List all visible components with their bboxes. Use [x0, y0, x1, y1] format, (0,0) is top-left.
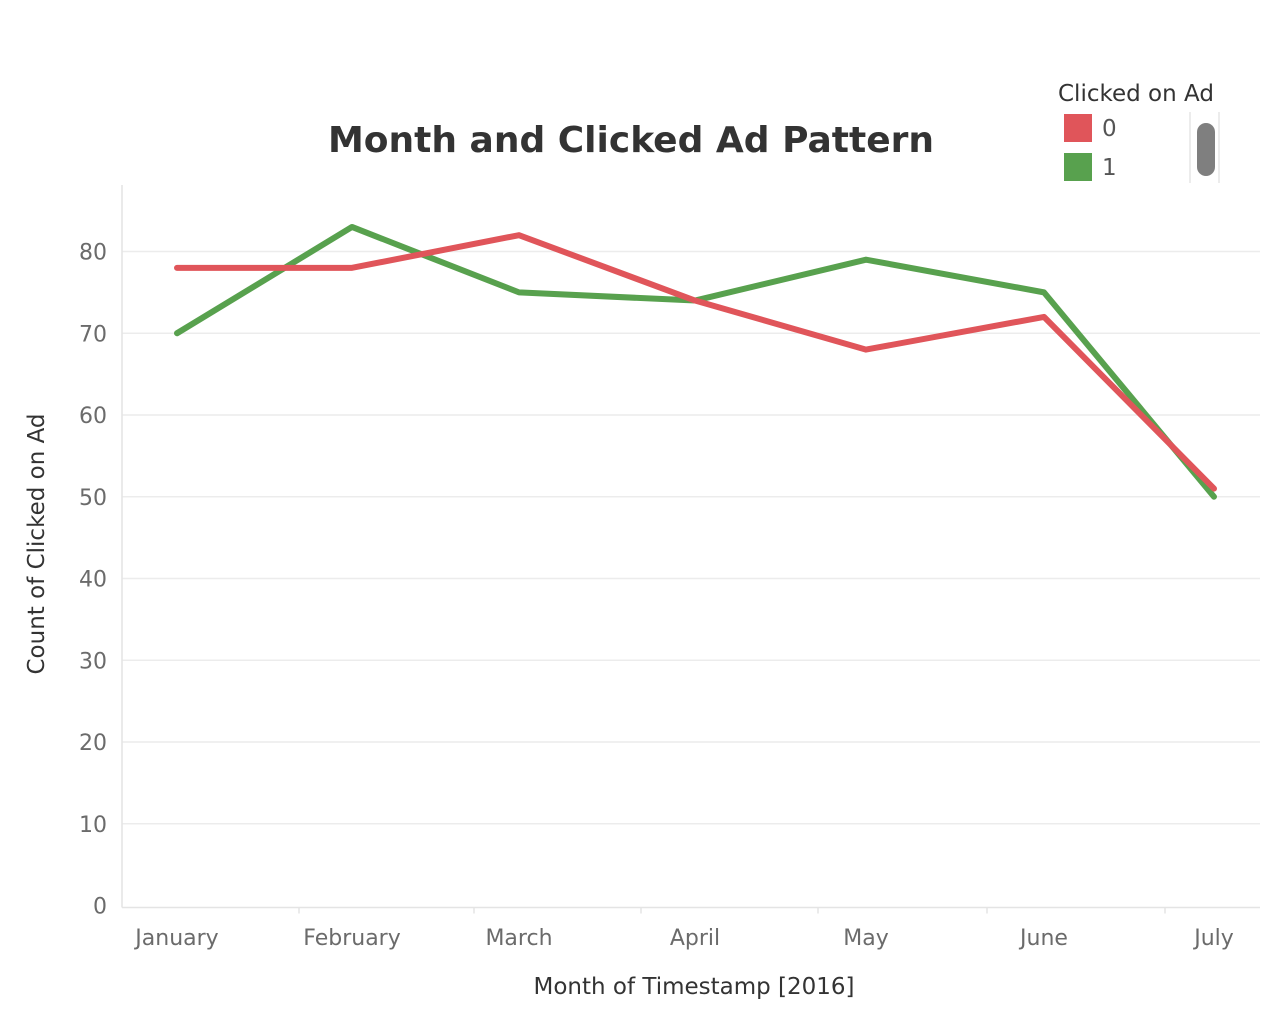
y-tick-label: 40	[79, 568, 107, 593]
y-tick-label: 50	[79, 486, 107, 511]
x-tick-label: June	[1018, 926, 1068, 951]
x-tick-label: July	[1192, 926, 1234, 951]
x-tick-label: March	[485, 926, 552, 951]
x-axis-title: Month of Timestamp [2016]	[533, 974, 854, 1000]
x-tick-label: April	[670, 926, 720, 951]
x-tick-label: May	[843, 926, 888, 951]
y-axis-title: Count of Clicked on Ad	[24, 413, 50, 674]
y-tick-label: 30	[79, 649, 107, 674]
x-tick-label: February	[303, 926, 401, 951]
y-tick-label: 60	[79, 404, 107, 429]
chart-title: Month and Clicked Ad Pattern	[328, 120, 934, 161]
y-tick-label: 70	[79, 322, 107, 347]
legend-label-0: 0	[1102, 116, 1117, 142]
y-tick-label: 20	[79, 731, 107, 756]
x-tick-label: January	[133, 926, 218, 951]
y-tick-label: 10	[79, 813, 107, 838]
legend[interactable]: Clicked on Ad 0 1	[1058, 81, 1220, 183]
series-line-0[interactable]	[174, 232, 1217, 492]
legend-swatch-0	[1064, 114, 1092, 142]
legend-title: Clicked on Ad	[1058, 81, 1214, 107]
y-tick-label: 0	[93, 895, 107, 920]
y-tick-label: 80	[79, 241, 107, 266]
legend-label-1: 1	[1102, 155, 1117, 181]
plot-area: 0 10 20 30 40 50 60 70 80 January February March Apr…	[79, 185, 1260, 951]
legend-scrollbar-thumb[interactable]	[1197, 123, 1215, 176]
legend-swatch-1	[1064, 153, 1092, 181]
